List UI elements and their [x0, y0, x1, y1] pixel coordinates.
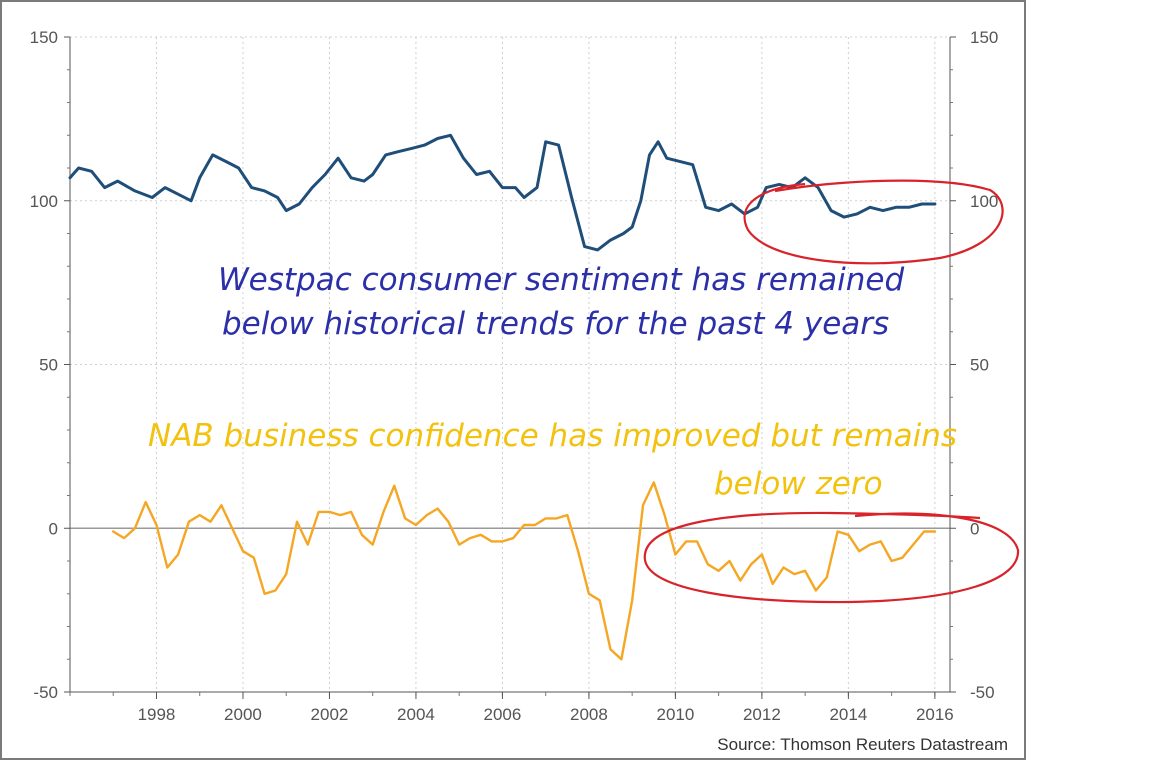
x-tick-label: 2012	[743, 705, 781, 724]
nab-annotation-line2: below zero	[714, 466, 883, 502]
nab-confidence-line	[111, 481, 937, 661]
axes: 150 150 100 100 50 50 0 0 -50 -50 1998 2000 2002 2004…	[30, 28, 999, 724]
y-tick-label-right: 100	[970, 192, 998, 211]
x-tick-label: 2000	[224, 705, 262, 724]
y-tick-label-left: 50	[39, 356, 58, 375]
nab-annotation-line1: NAB business confidence has improved but…	[148, 418, 957, 454]
westpac-annotation-line1: Westpac consumer sentiment has remained	[218, 262, 904, 298]
westpac-sentiment-line	[68, 133, 937, 252]
chart-frame	[0, 0, 1026, 760]
y-tick-label-right: 150	[970, 28, 998, 47]
grid-lines	[70, 36, 950, 693]
x-tick-label: 2010	[656, 705, 694, 724]
y-tick-label-left: 150	[30, 28, 58, 47]
x-tick-label: 2008	[570, 705, 608, 724]
x-tick-label: 2014	[829, 705, 867, 724]
series-lines	[68, 133, 937, 661]
y-tick-label-right: -50	[970, 683, 995, 702]
y-tick-label-left: -50	[33, 683, 58, 702]
handwritten-annotations: Westpac consumer sentiment has remained …	[148, 179, 1020, 604]
y-tick-label-right: 0	[970, 519, 979, 538]
highlight-circle-westpac	[743, 179, 1004, 265]
x-tick-label: 2002	[311, 705, 349, 724]
x-tick-label: 2006	[484, 705, 522, 724]
y-tick-label-right: 50	[970, 356, 989, 375]
highlight-circle-nab	[643, 511, 1020, 604]
x-tick-label: 2016	[916, 705, 954, 724]
x-tick-label: 2004	[397, 705, 435, 724]
y-tick-label-left: 0	[49, 519, 58, 538]
x-tick-label: 1998	[138, 705, 176, 724]
source-note: Source: Thomson Reuters Datastream	[717, 735, 1008, 754]
y-tick-label-left: 100	[30, 192, 58, 211]
westpac-annotation-line2: below historical trends for the past 4 y…	[222, 306, 889, 342]
